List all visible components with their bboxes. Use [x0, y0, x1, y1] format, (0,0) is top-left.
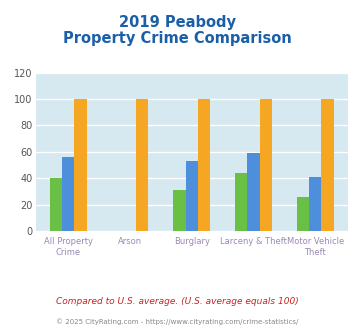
Text: Compared to U.S. average. (U.S. average equals 100): Compared to U.S. average. (U.S. average …: [56, 297, 299, 307]
Bar: [75, 99, 87, 231]
Bar: [62, 157, 75, 231]
Text: © 2025 CityRating.com - https://www.cityrating.com/crime-statistics/: © 2025 CityRating.com - https://www.city…: [56, 318, 299, 325]
Bar: [198, 99, 210, 231]
Bar: [309, 177, 321, 231]
Bar: [173, 190, 186, 231]
Bar: [136, 99, 148, 231]
Bar: [297, 197, 309, 231]
Bar: [247, 153, 260, 231]
Bar: [50, 178, 62, 231]
Bar: [235, 173, 247, 231]
Text: Property Crime Comparison: Property Crime Comparison: [63, 31, 292, 46]
Bar: [321, 99, 334, 231]
Text: 2019 Peabody: 2019 Peabody: [119, 15, 236, 30]
Bar: [260, 99, 272, 231]
Bar: [186, 161, 198, 231]
Legend: Peabody, Massachusetts, National: Peabody, Massachusetts, National: [57, 328, 326, 330]
